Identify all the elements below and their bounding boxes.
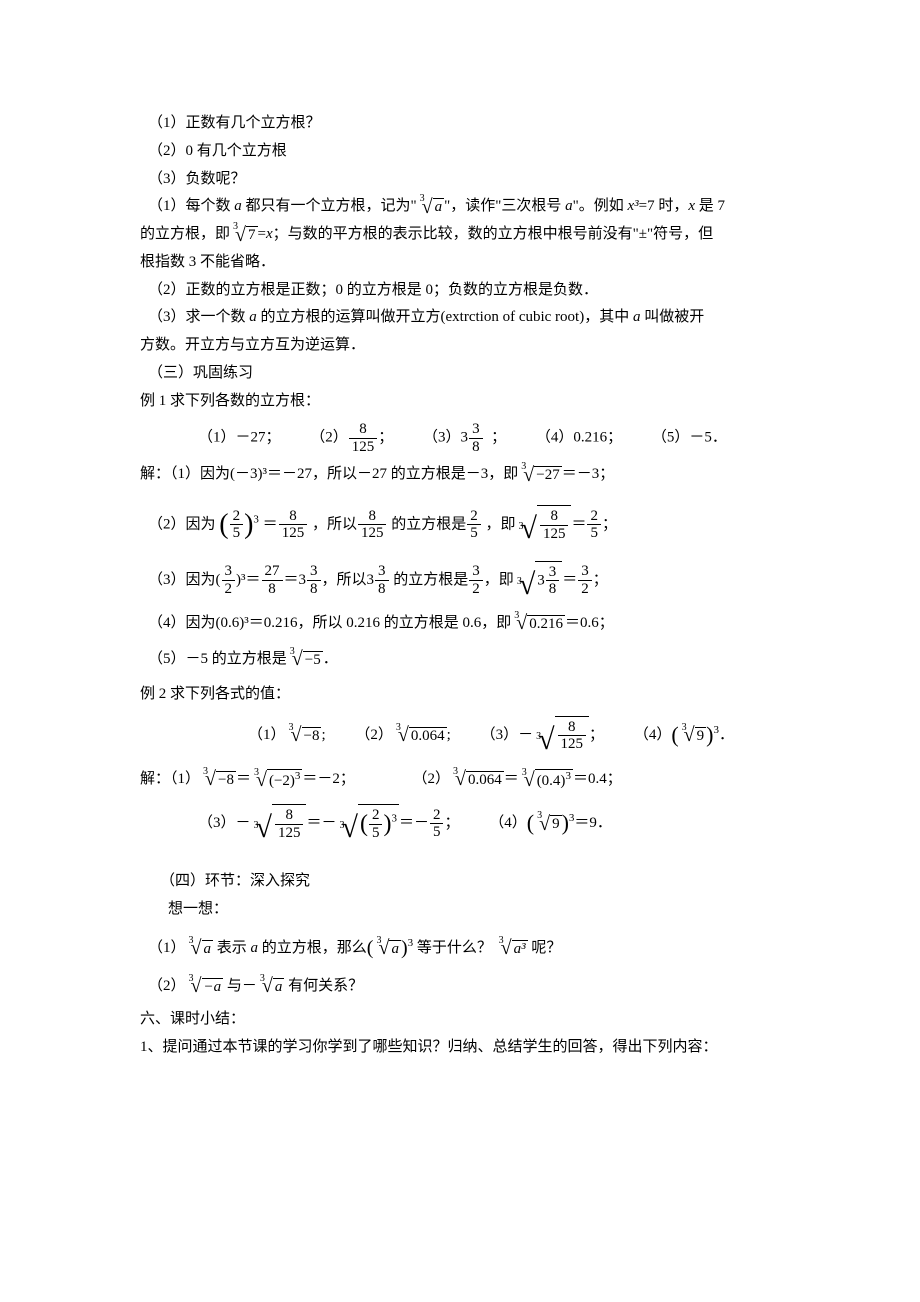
frac-3-8: 38 xyxy=(469,421,483,455)
solution-2: （2）因为 (25)3 ＝8125 ，所以8125 的立方根是25 ，即3√81… xyxy=(140,499,780,551)
paragraph-3-line1: （3）求一个数 a 的立方根的运算叫做开立方(extrction of cubi… xyxy=(140,304,780,332)
solution-1: 解：（1）因为(－3)³＝－27，所以－27 的立方根是－3，即3√−27＝－3… xyxy=(140,461,780,489)
summary-1: 1、提问通过本节课的学习你学到了哪些知识？归纳、总结学生的回答，得出下列内容： xyxy=(140,1034,780,1062)
cbrt-7-icon: 3√7 xyxy=(230,225,257,245)
example-1-items: （1）－27； （2）8125； （3）338 ； （4）0.216； （5）－… xyxy=(140,421,780,455)
cbrt-a-icon: 3√a xyxy=(417,197,444,217)
think-1: （1）3√a 表示 a 的立方根，那么(3√a)3 等于什么？ 3√a³ 呢？ xyxy=(140,930,780,967)
section-6-title: 六、课时小结： xyxy=(140,1006,780,1034)
document-page: （1）正数有几个立方根？ （2）0 有几个立方根 （3）负数呢？ （1）每个数 … xyxy=(0,0,920,1302)
question-3: （3）负数呢？ xyxy=(140,166,780,194)
paragraph-1-line2: 的立方根，即3√7=x；与数的平方根的表示比较，数的立方根中根号前没有"±"符号… xyxy=(140,221,780,249)
paragraph-2: （2）正数的立方根是正数；0 的立方根是 0；负数的立方根是负数． xyxy=(140,277,780,305)
example-1-title: 例 1 求下列各数的立方根： xyxy=(140,388,780,416)
example-2-title: 例 2 求下列各式的值： xyxy=(140,681,780,709)
cbrt-3-3-8-icon: 3√338 xyxy=(514,561,562,600)
example-2-solution-line1: 解：（1）3√−8＝3√(−2)3＝－2； （2）3√0.064＝3√(0.4)… xyxy=(140,766,780,794)
section-4-title: （四）环节：深入探究 xyxy=(140,868,780,896)
example-2-solution-line2: （3）－3√8125＝－3√(25)3＝－25； （4）(3√9)3＝9． xyxy=(140,803,780,844)
paragraph-1-line3: 根指数 3 不能省略． xyxy=(140,249,780,277)
question-1: （1）正数有几个立方根？ xyxy=(140,110,780,138)
cbrt-8-125-icon: 3√8125 xyxy=(515,505,571,544)
paragraph-3-line2: 方数。开立方与立方互为逆运算． xyxy=(140,332,780,360)
think-title: 想一想： xyxy=(140,896,780,924)
solution-5: （5）－5 的立方根是3√−5． xyxy=(140,646,780,674)
cbrt-neg5-icon: 3√−5 xyxy=(287,649,323,669)
solution-3: （3）因为(32)³＝278＝338，所以338 的立方根是32，即3√338＝… xyxy=(140,561,780,600)
solution-4: （4）因为(0.6)³＝0.216，所以 0.216 的立方根是 0.6，即3√… xyxy=(140,610,780,638)
section-3-title: （三）巩固练习 xyxy=(140,360,780,388)
cbrt-neg27-icon: 3√−27 xyxy=(518,465,561,485)
frac-8-125: 8125 xyxy=(349,421,378,455)
paragraph-1-line1: （1）每个数 a 都只有一个立方根，记为"3√a"，读作"三次根号 a"。例如 … xyxy=(140,193,780,221)
example-2-items: （1）3√−8; （2）3√0.064; （3）－3√8125； （4）(3√9… xyxy=(140,715,780,756)
question-2: （2）0 有几个立方根 xyxy=(140,138,780,166)
think-2: （2）3√−a 与－3√a 有何关系？ xyxy=(140,973,780,1001)
cbrt-0216-icon: 3√0.216 xyxy=(511,613,565,633)
